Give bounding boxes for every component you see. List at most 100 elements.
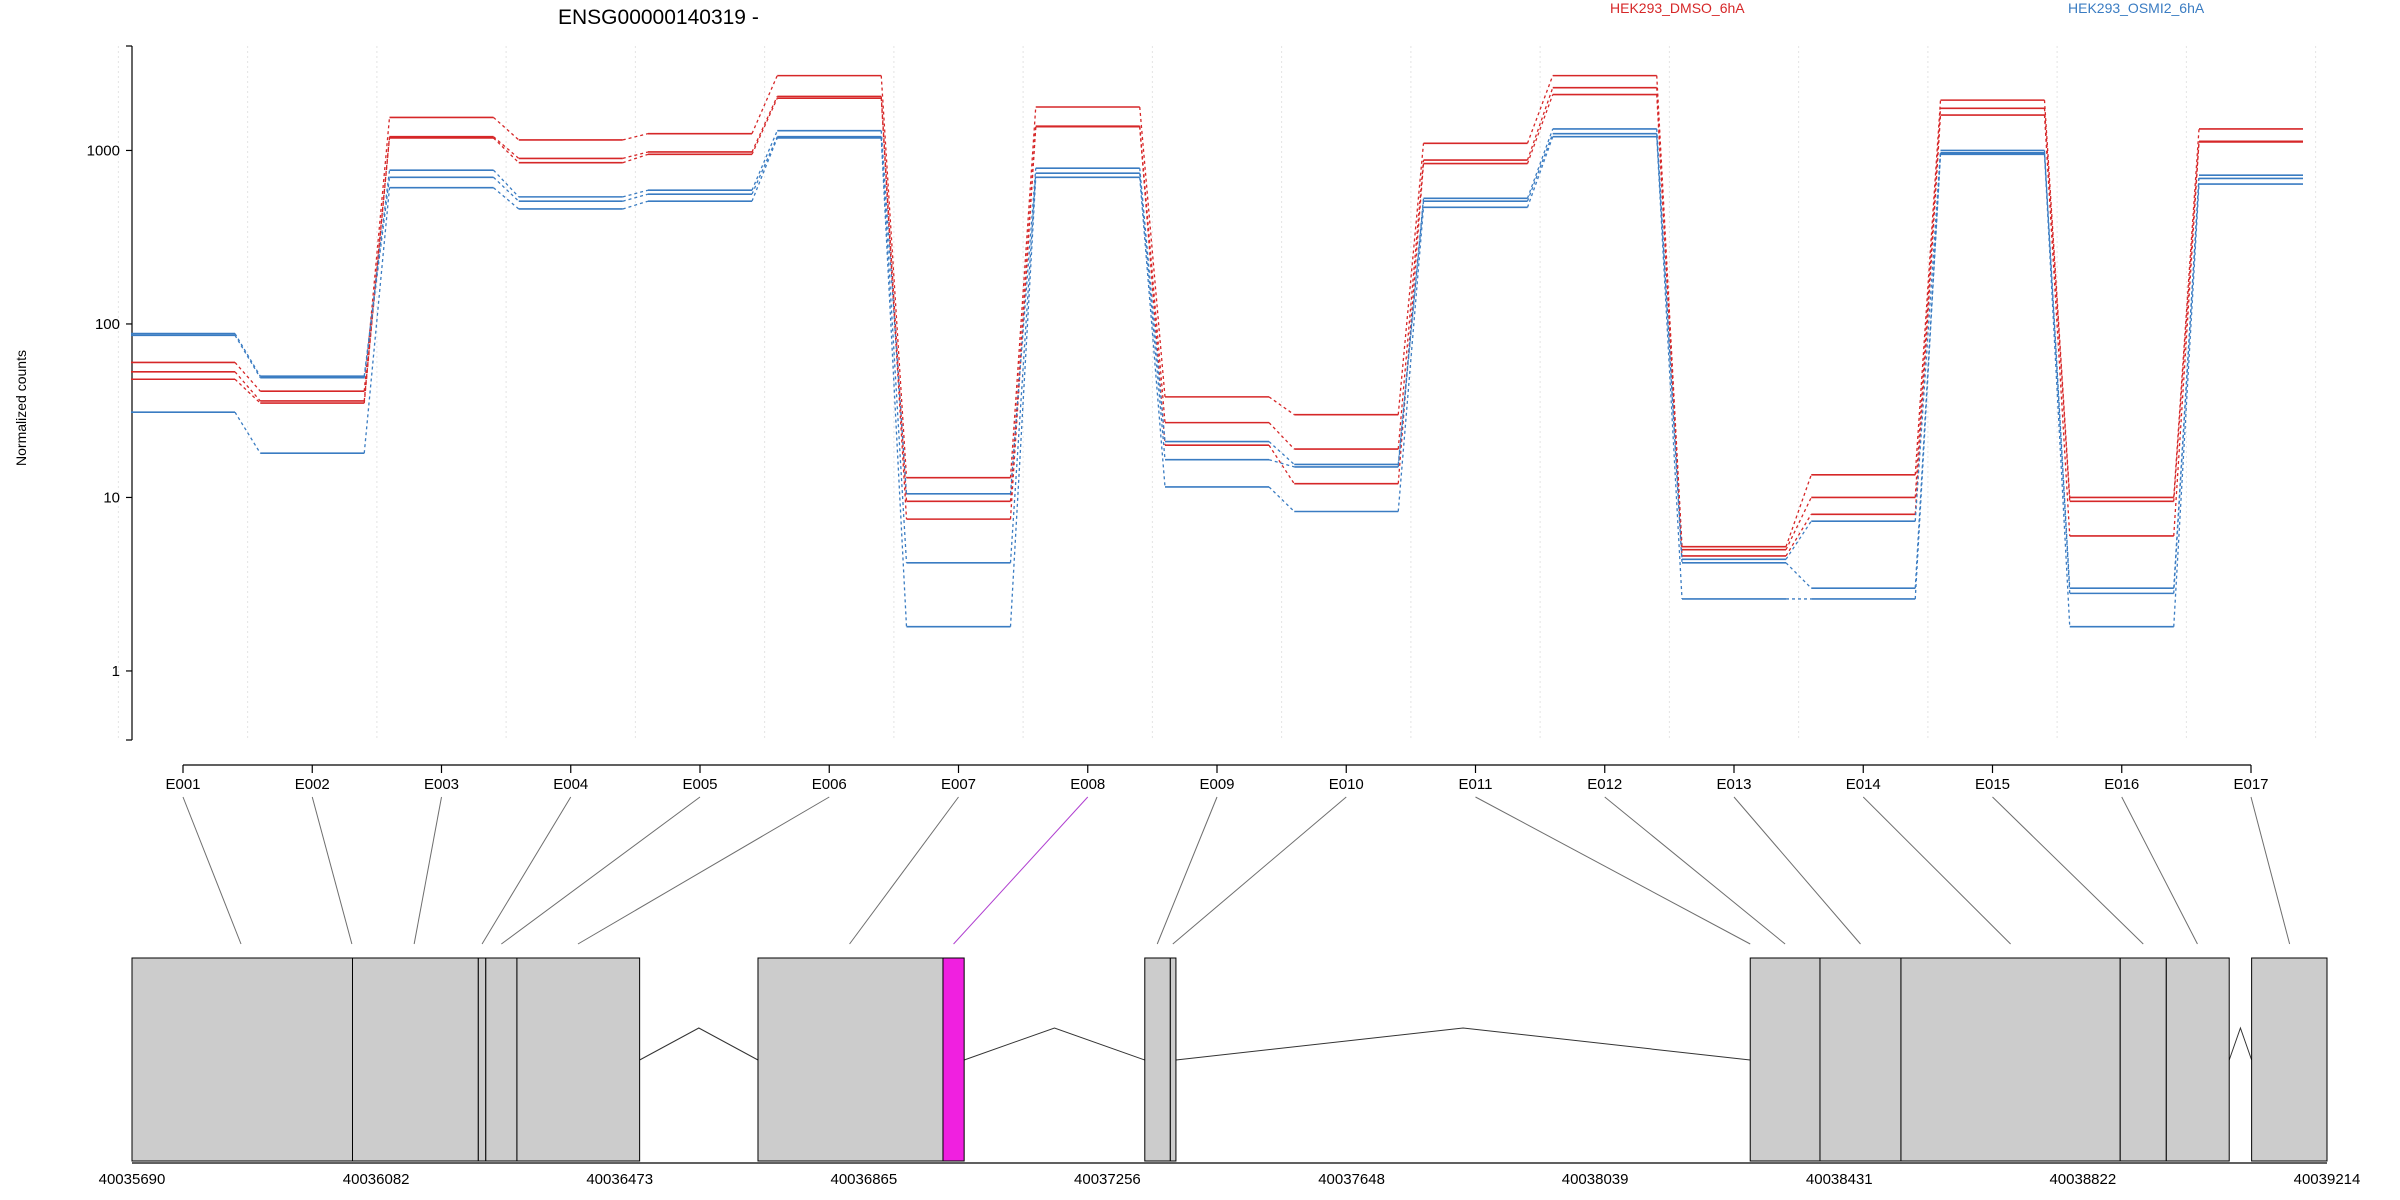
series-connector	[1914, 115, 1942, 515]
series-connector	[1397, 207, 1425, 512]
exon-block	[2119, 957, 2167, 1162]
coord-tick-label: 40037648	[1318, 1171, 1385, 1188]
x-tick-label: E010	[1329, 776, 1364, 793]
series-connector	[1785, 520, 1812, 560]
series-connector	[2043, 150, 2071, 589]
x-tick-label: E001	[165, 776, 200, 793]
series-connector	[1139, 177, 1166, 487]
legend-label-dmso: HEK293_DMSO_6hA	[1610, 0, 1745, 16]
series-connector	[751, 97, 778, 155]
series-connector	[1785, 497, 1812, 550]
x-tick-label: E003	[424, 776, 459, 793]
series-connector	[1526, 94, 1554, 164]
series-connector	[363, 137, 391, 404]
exon-link-line	[849, 796, 959, 945]
chart-title: ENSG00000140319 -	[558, 6, 759, 29]
series-connector	[2043, 100, 2071, 498]
series-connector	[1526, 75, 1554, 144]
exon-block	[485, 957, 518, 1162]
series-connector	[622, 151, 649, 160]
exon-link-line	[1862, 796, 2011, 945]
coord-tick-label: 40038431	[1806, 1171, 1873, 1188]
exon-link-line	[2250, 796, 2291, 945]
series-connector	[1914, 100, 1942, 475]
exon-link-line	[1604, 796, 1786, 945]
exon-block	[477, 957, 487, 1162]
series-connector	[880, 75, 908, 478]
series-connector	[234, 333, 261, 377]
series-connector	[234, 411, 261, 454]
y-tick-label: 1	[112, 663, 120, 680]
series-connector	[363, 187, 391, 454]
series-connector	[880, 96, 908, 502]
x-tick-label: E012	[1587, 776, 1622, 793]
legend-label-osmi2: HEK293_OSMI2_6hA	[2068, 0, 2205, 16]
exon-block	[2165, 957, 2230, 1162]
intron-line	[2228, 1026, 2253, 1061]
exon-block-highlighted	[942, 957, 965, 1162]
series-connector	[1914, 154, 1942, 599]
exon-link-line	[2121, 796, 2198, 945]
x-tick-label: E016	[2104, 776, 2139, 793]
exon-block	[516, 957, 641, 1162]
series-connector	[622, 193, 649, 202]
intron-line	[963, 1027, 1145, 1061]
series-connector	[1397, 160, 1425, 450]
series-connector	[234, 362, 261, 392]
series-connector	[363, 170, 391, 377]
x-tick-label: E013	[1716, 776, 1751, 793]
x-tick-label: E015	[1975, 776, 2010, 793]
series-connector	[1526, 87, 1554, 161]
series-connector	[234, 334, 261, 379]
series-connector	[880, 136, 908, 563]
series-connector	[1268, 459, 1295, 468]
y-tick-label: 10	[103, 489, 120, 506]
series-connector	[363, 177, 391, 378]
series-connector	[1526, 136, 1554, 208]
series-connector	[1914, 150, 1942, 522]
coord-tick-label: 40038039	[1562, 1171, 1629, 1188]
x-tick-label: E008	[1070, 776, 1105, 793]
series-connector	[1268, 444, 1295, 485]
series-connector	[751, 137, 778, 202]
series-connector	[1139, 106, 1166, 397]
series-connector	[622, 189, 649, 198]
y-axis-label: Normalized counts	[13, 350, 29, 466]
series-connector	[1009, 168, 1037, 494]
series-connector	[751, 96, 778, 153]
x-tick-label: E011	[1459, 776, 1493, 793]
series-connector	[1785, 513, 1812, 557]
exon-link-line	[577, 796, 830, 945]
exon-link-line	[501, 796, 701, 945]
coord-tick-label: 40035690	[99, 1171, 166, 1188]
x-tick-label: E009	[1199, 776, 1234, 793]
exon-block	[2251, 957, 2328, 1162]
x-tick-label: E014	[1846, 776, 1881, 793]
series-connector	[1397, 201, 1425, 467]
series-connector	[1785, 474, 1812, 547]
exon-link-line	[481, 796, 572, 945]
coord-tick-label: 40036082	[343, 1171, 410, 1188]
exon-link-line	[953, 796, 1089, 945]
exon-link-line	[1733, 796, 1861, 945]
series-connector	[1397, 143, 1425, 415]
series-connector	[1009, 173, 1037, 563]
intron-line	[1175, 1027, 1751, 1061]
series-connector	[1656, 136, 1683, 599]
intron-line	[639, 1027, 759, 1061]
series-connector	[1397, 198, 1425, 465]
exon-block	[1169, 957, 1177, 1162]
series-connector	[2043, 154, 2071, 627]
series-connector	[1268, 396, 1295, 416]
x-tick-label: E002	[295, 776, 330, 793]
coord-tick-label: 40037256	[1074, 1171, 1141, 1188]
series-connector	[751, 130, 778, 191]
series-connector	[1526, 133, 1554, 202]
x-tick-label: E006	[812, 776, 847, 793]
y-tick-label: 100	[95, 316, 120, 333]
coord-tick-label: 40036865	[830, 1171, 897, 1188]
series-connector	[1268, 422, 1295, 450]
series-connector	[2173, 141, 2200, 502]
exon-block	[757, 957, 944, 1162]
